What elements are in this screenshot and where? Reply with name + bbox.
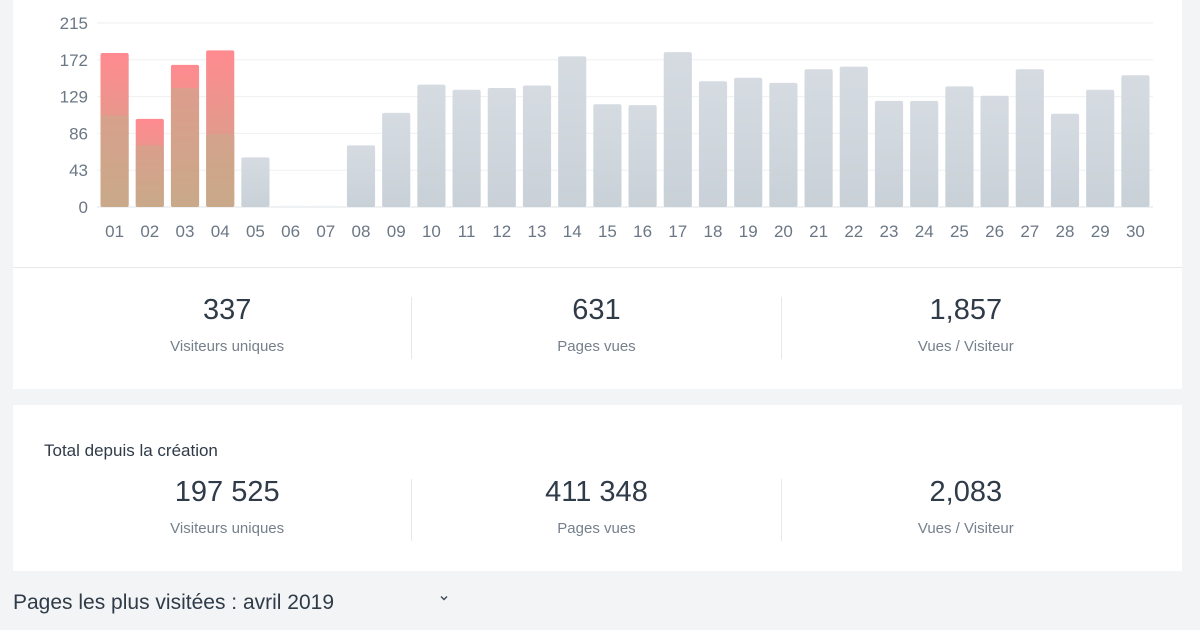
totals-title: Total depuis la création bbox=[44, 441, 218, 460]
x-tick-label: 20 bbox=[774, 222, 793, 241]
bar-day-14[interactable] bbox=[558, 56, 587, 208]
stat-label: Pages vues bbox=[557, 520, 636, 537]
x-tick-label: 18 bbox=[704, 222, 723, 241]
x-tick-label: 21 bbox=[809, 222, 828, 241]
x-tick-label: 06 bbox=[281, 222, 300, 241]
x-tick-label: 15 bbox=[598, 222, 617, 241]
x-tick-label: 03 bbox=[176, 222, 195, 241]
y-tick-label: 129 bbox=[60, 88, 88, 107]
top-pages-month-dropdown[interactable]: Pages les plus visitées : avril 2019 bbox=[13, 589, 463, 617]
stat-label: Visiteurs uniques bbox=[170, 338, 285, 355]
bar-day-21[interactable] bbox=[804, 69, 833, 207]
bar-day-09[interactable] bbox=[382, 112, 411, 207]
bar-day-26[interactable] bbox=[980, 95, 1009, 207]
bar-day-12[interactable] bbox=[487, 88, 516, 207]
y-tick-label: 43 bbox=[69, 161, 88, 180]
bar-overlay-day-02[interactable] bbox=[135, 145, 164, 207]
bar-day-22[interactable] bbox=[839, 66, 868, 207]
stat-label: Pages vues bbox=[557, 338, 636, 355]
x-tick-label: 01 bbox=[105, 222, 124, 241]
next-section-edge bbox=[0, 630, 1200, 634]
y-tick-label: 172 bbox=[60, 51, 88, 70]
stat-value: 411 348 bbox=[545, 476, 648, 508]
x-tick-label: 05 bbox=[246, 222, 265, 241]
bar-day-19[interactable] bbox=[734, 77, 763, 207]
x-tick-label: 27 bbox=[1020, 222, 1039, 241]
x-tick-label: 02 bbox=[140, 222, 159, 241]
bar-day-20[interactable] bbox=[769, 82, 798, 207]
stat-value: 2,083 bbox=[929, 476, 1003, 508]
x-tick-label: 25 bbox=[950, 222, 969, 241]
month-stats-row: 337 Visiteurs uniques 631 Pages vues 1,8… bbox=[43, 294, 1150, 359]
stat-unique-visitors: 337 Visiteurs uniques bbox=[43, 294, 411, 359]
x-tick-label: 24 bbox=[915, 222, 934, 241]
x-tick-label: 28 bbox=[1056, 222, 1075, 241]
stat-views-per-visitor: 1,857 Vues / Visiteur bbox=[780, 294, 1150, 359]
x-tick-label: 11 bbox=[458, 222, 476, 241]
x-tick-label: 12 bbox=[492, 222, 511, 241]
visits-chart-card: 0 43 86 129 172 215 01 02 03 04 05 06 07 08 09 10 11 12 13… bbox=[13, 0, 1182, 389]
x-tick-label: 26 bbox=[985, 222, 1004, 241]
x-tick-label: 13 bbox=[528, 222, 547, 241]
x-tick-label: 17 bbox=[668, 222, 687, 241]
bar-day-13[interactable] bbox=[522, 85, 552, 207]
x-tick-label: 30 bbox=[1126, 222, 1145, 241]
x-tick-label: 07 bbox=[316, 222, 335, 241]
y-tick-label: 86 bbox=[69, 124, 88, 143]
stat-page-views: 631 Pages vues bbox=[411, 294, 780, 359]
bar-day-28[interactable] bbox=[1050, 113, 1080, 207]
bar-overlay-day-01[interactable] bbox=[100, 115, 129, 207]
total-unique-visitors: 197 525 Visiteurs uniques bbox=[43, 476, 411, 541]
bar-day-25[interactable] bbox=[945, 86, 974, 207]
bar-day-08[interactable] bbox=[346, 145, 376, 207]
x-tick-label: 14 bbox=[563, 222, 582, 241]
total-views-per-visitor: 2,083 Vues / Visiteur bbox=[780, 476, 1150, 541]
x-tick-label: 22 bbox=[844, 222, 863, 241]
x-tick-label: 08 bbox=[352, 222, 371, 241]
x-tick-label: 16 bbox=[633, 222, 652, 241]
x-tick-label: 04 bbox=[211, 222, 230, 241]
bar-overlay-day-03[interactable] bbox=[170, 88, 200, 207]
stat-value: 631 bbox=[572, 294, 621, 326]
totals-stats-row: 197 525 Visiteurs uniques 411 348 Pages … bbox=[43, 476, 1150, 541]
stat-value: 197 525 bbox=[174, 476, 280, 508]
totals-card: Total depuis la création 197 525 Visiteu… bbox=[13, 405, 1182, 571]
y-tick-label: 215 bbox=[60, 14, 88, 33]
bar-day-29[interactable] bbox=[1086, 89, 1115, 207]
bar-day-06[interactable] bbox=[276, 205, 305, 207]
bar-day-24[interactable] bbox=[910, 100, 939, 207]
bar-overlay-day-04[interactable] bbox=[206, 134, 235, 207]
bar-day-30[interactable] bbox=[1121, 75, 1150, 207]
y-tick-label: 0 bbox=[79, 198, 88, 217]
bar-day-27[interactable] bbox=[1015, 69, 1044, 207]
bar-day-10[interactable] bbox=[417, 84, 446, 207]
chart-divider bbox=[13, 267, 1182, 268]
stat-value: 1,857 bbox=[929, 294, 1003, 326]
bar-day-15[interactable] bbox=[593, 104, 622, 207]
stat-label: Visiteurs uniques bbox=[170, 520, 285, 537]
stat-value: 337 bbox=[202, 294, 252, 326]
bar-day-18[interactable] bbox=[698, 81, 728, 207]
x-tick-label: 29 bbox=[1091, 222, 1110, 241]
bar-day-16[interactable] bbox=[628, 105, 657, 207]
x-tick-label: 19 bbox=[739, 222, 758, 241]
bar-day-07[interactable] bbox=[311, 205, 340, 207]
x-tick-label: 23 bbox=[880, 222, 899, 241]
total-page-views: 411 348 Pages vues bbox=[411, 476, 780, 541]
x-tick-label: 10 bbox=[422, 222, 441, 241]
bar-day-17[interactable] bbox=[663, 52, 692, 208]
stat-label: Vues / Visiteur bbox=[917, 520, 1014, 537]
top-pages-title: Pages les plus visitées : avril 2019 bbox=[13, 591, 334, 614]
bar-day-11[interactable] bbox=[452, 89, 481, 207]
bar-day-05[interactable] bbox=[241, 157, 270, 207]
chevron-down-icon[interactable] bbox=[439, 593, 449, 603]
x-tick-label: 09 bbox=[387, 222, 406, 241]
bar-day-23[interactable] bbox=[874, 100, 904, 207]
stat-label: Vues / Visiteur bbox=[917, 338, 1014, 355]
